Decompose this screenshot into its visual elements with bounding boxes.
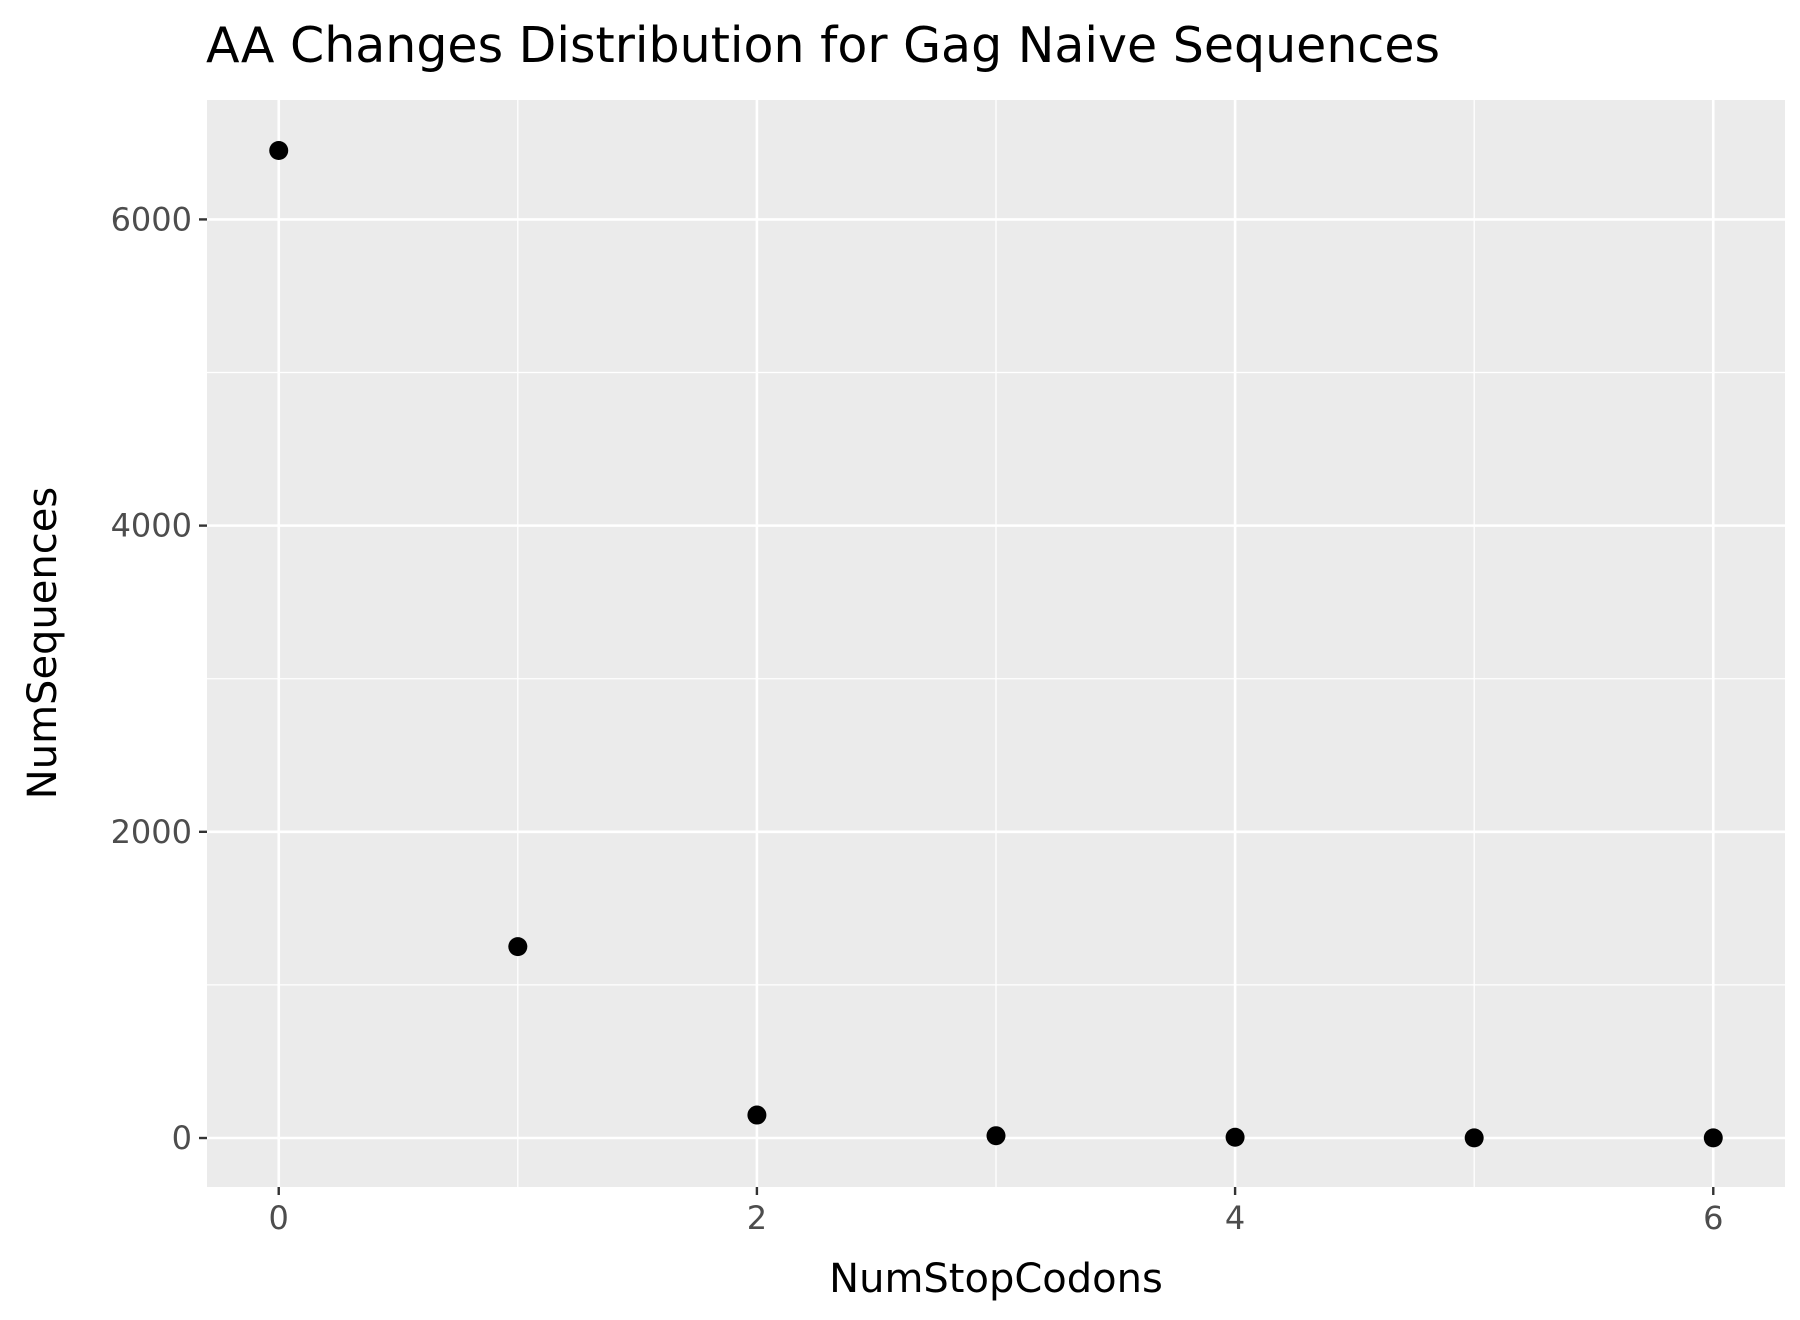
data-points xyxy=(269,141,1723,1148)
x-tick-label: 2 xyxy=(747,1199,767,1237)
y-axis-title: NumSequences xyxy=(20,487,66,799)
x-axis-title: NumStopCodons xyxy=(829,1256,1163,1302)
chart-title: AA Changes Distribution for Gag Naive Se… xyxy=(206,17,1440,74)
y-axis: 0 2000 4000 6000 xyxy=(111,200,207,1157)
data-point xyxy=(508,937,528,957)
y-tick-label: 4000 xyxy=(111,507,192,545)
data-point xyxy=(269,141,289,161)
data-point xyxy=(1464,1128,1484,1148)
y-tick-label: 6000 xyxy=(111,200,192,238)
x-tick-label: 4 xyxy=(1225,1199,1245,1237)
data-point xyxy=(986,1126,1006,1146)
x-tick-label: 0 xyxy=(269,1199,289,1237)
data-point xyxy=(1225,1127,1245,1147)
data-point xyxy=(1703,1128,1723,1148)
y-tick-label: 2000 xyxy=(111,813,192,851)
minor-grid xyxy=(207,100,1785,1187)
x-tick-label: 6 xyxy=(1703,1199,1723,1237)
x-axis: 0 2 4 6 xyxy=(269,1187,1723,1237)
y-tick-label: 0 xyxy=(172,1119,192,1157)
data-point xyxy=(747,1105,767,1125)
